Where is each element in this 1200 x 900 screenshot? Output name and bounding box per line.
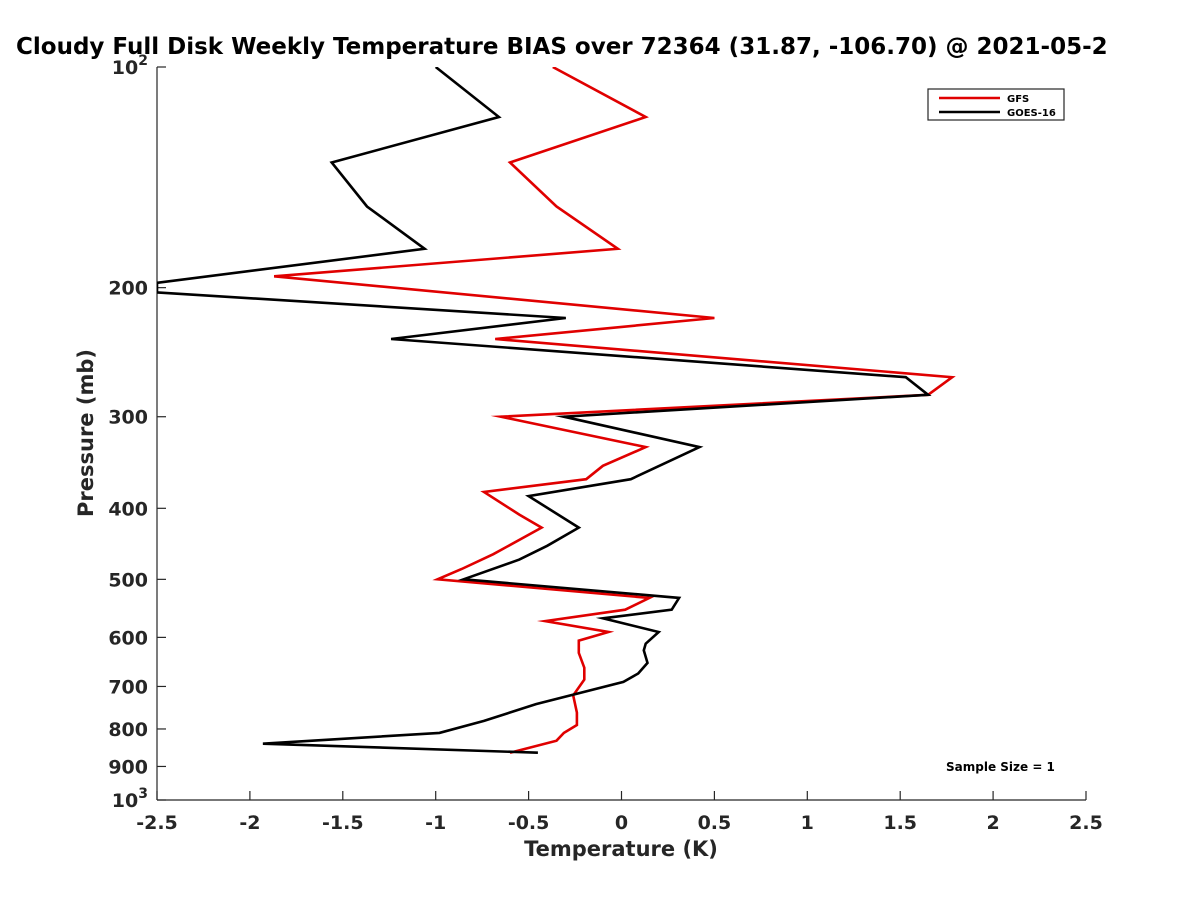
y-tick-label: 102 [112,53,148,79]
y-tick-label: 700 [108,676,148,698]
sample-size-annotation: Sample Size = 1 [946,760,1055,774]
x-tick-label: -1.5 [322,812,364,834]
x-tick-label: 2 [986,812,999,834]
x-tick-label: 1 [801,812,814,834]
series-line-goes-16 [157,67,932,754]
x-tick-label: 0 [615,812,628,834]
y-tick-label: 200 [108,278,148,300]
plot-axes: -2.5 -2 -1.5 -1 -0.5 0 0.5 1 1.5 2 2.5 102 200 300 400… [108,53,1103,834]
y-tick-label: 400 [108,498,148,520]
legend: GFS GOES-16 [927,88,1065,121]
y-tick-label: 300 [108,407,148,429]
legend-label: GFS [1007,94,1029,105]
x-tick-label: -0.5 [508,812,550,834]
chart-title: Cloudy Full Disk Weekly Temperature BIAS… [16,34,1108,60]
y-tick-label: 600 [108,627,148,649]
x-tick-label: -2.5 [136,812,178,834]
series-line-gfs [273,67,956,754]
y-tick-label: 103 [112,786,148,812]
x-tick-label: 1.5 [883,812,917,834]
y-tick-label: 800 [108,719,148,741]
legend-box [927,88,1065,121]
series-layer [157,67,956,754]
x-tick-label: 0.5 [698,812,732,834]
x-axis-label: Temperature (K) [524,837,718,861]
y-axis-label: Pressure (mb) [74,349,98,517]
y-tick-label: 900 [108,756,148,778]
x-tick-label: -1 [425,812,446,834]
y-tick-label: 500 [108,569,148,591]
x-tick-label: -2 [239,812,260,834]
legend-label: GOES-16 [1007,108,1056,119]
x-tick-label: 2.5 [1069,812,1103,834]
